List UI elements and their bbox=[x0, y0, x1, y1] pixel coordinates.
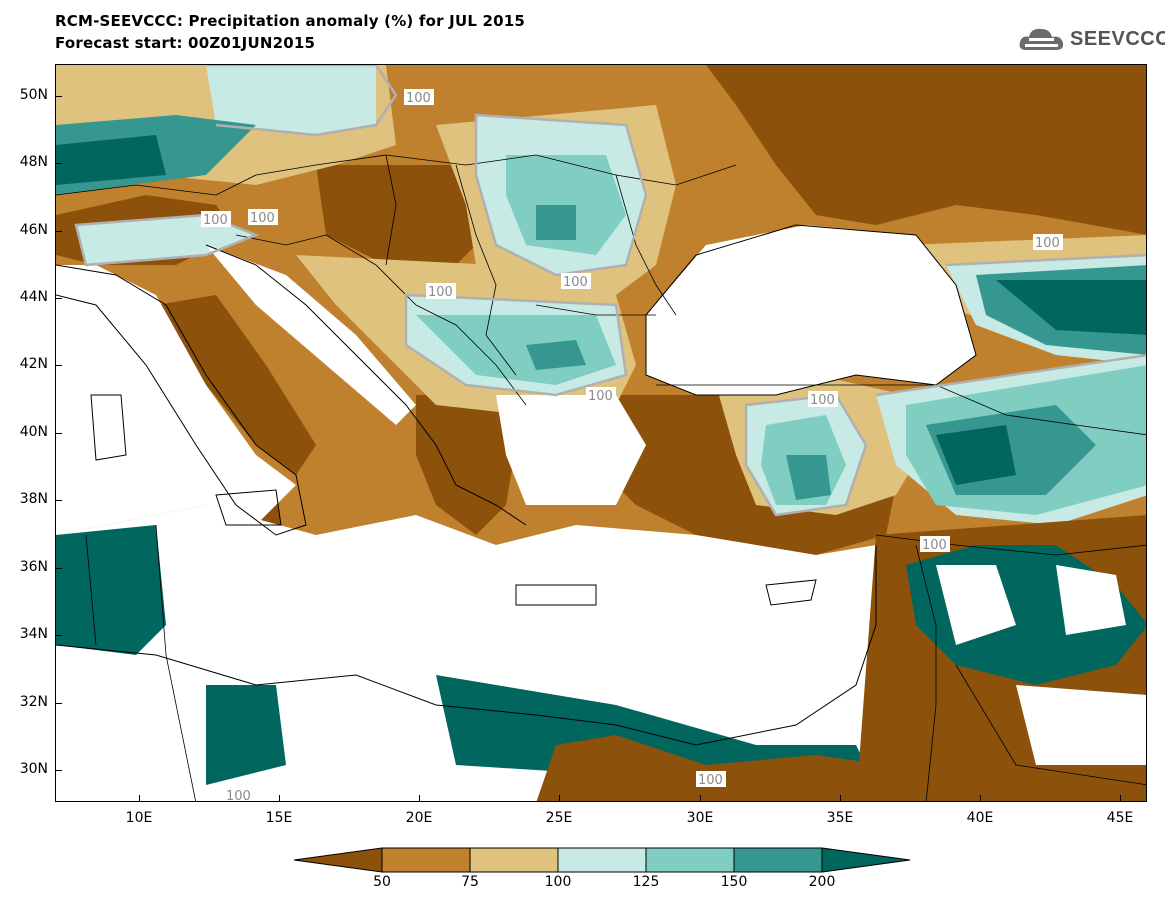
extreme-wet-zone-north-west bbox=[56, 135, 166, 185]
lat-tick bbox=[55, 365, 62, 366]
colorbar-label: 125 bbox=[632, 874, 660, 890]
aegean-sea bbox=[496, 395, 646, 505]
colorbar-label: 200 bbox=[808, 874, 836, 890]
lon-label: 45E bbox=[1106, 810, 1134, 826]
lat-tick bbox=[55, 635, 62, 636]
contour-label-2: 100 bbox=[203, 213, 228, 228]
contour-label-8: 100 bbox=[1035, 236, 1060, 251]
contour-label-10: 100 bbox=[698, 773, 723, 788]
contour-label-11: 100 bbox=[226, 789, 251, 802]
lon-tick bbox=[559, 795, 560, 802]
lon-label: 25E bbox=[545, 810, 573, 826]
lat-label: 48N bbox=[19, 154, 48, 170]
lat-tick bbox=[55, 96, 62, 97]
anomaly-map: 100 100 100 100 100 100 100 100 100 100 … bbox=[56, 65, 1146, 802]
very-dry-zone-balkans-north bbox=[316, 165, 486, 265]
contour-label-1: 100 bbox=[406, 91, 431, 106]
colorbar-label: 150 bbox=[720, 874, 748, 890]
coastlines bbox=[56, 224, 977, 746]
colorbar-segment-50-75 bbox=[381, 847, 471, 873]
lon-label: 40E bbox=[966, 810, 994, 826]
lon-label: 20E bbox=[405, 810, 433, 826]
lat-tick bbox=[55, 568, 62, 569]
egypt-wet-band bbox=[436, 675, 866, 785]
slightly-wet-zone-poland bbox=[206, 65, 376, 135]
forecast-start-subtitle: Forecast start: 00Z01JUN2015 bbox=[55, 34, 316, 52]
lon-label: 10E bbox=[125, 810, 153, 826]
lon-tick bbox=[840, 795, 841, 802]
lon-tick bbox=[700, 795, 701, 802]
colorbar-segment-below-50 bbox=[294, 847, 383, 873]
wet-zone-serbia bbox=[416, 315, 616, 385]
lat-label: 42N bbox=[19, 356, 48, 372]
lon-label: 15E bbox=[265, 810, 293, 826]
lat-label: 46N bbox=[19, 222, 48, 238]
contour-labels: 100 100 100 100 100 100 100 100 100 100 … bbox=[201, 89, 1063, 802]
contour-label-4: 100 bbox=[563, 275, 588, 290]
colorbar-segment-125-150 bbox=[645, 847, 735, 873]
arabia-white-gaps bbox=[936, 565, 1146, 765]
country-borders bbox=[56, 154, 1146, 801]
very-wet-zone-serbia bbox=[526, 340, 586, 370]
lat-label: 38N bbox=[19, 491, 48, 507]
lat-tick bbox=[55, 163, 62, 164]
colorbar-segment-above-200 bbox=[821, 847, 911, 873]
map-title: RCM-SEEVCCC: Precipitation anomaly (%) f… bbox=[55, 12, 526, 30]
lat-tick bbox=[55, 770, 62, 771]
lon-tick bbox=[980, 795, 981, 802]
contour-label-3: 100 bbox=[250, 211, 275, 226]
lat-tick bbox=[55, 703, 62, 704]
lon-tick bbox=[279, 795, 280, 802]
very-dry-zone-russia bbox=[706, 65, 1146, 235]
cloud-logo-icon bbox=[1019, 28, 1064, 50]
lon-label: 30E bbox=[686, 810, 714, 826]
lat-tick bbox=[55, 231, 62, 232]
lat-tick bbox=[55, 298, 62, 299]
black-sea bbox=[646, 225, 976, 395]
contour-label-6: 100 bbox=[588, 389, 613, 404]
lat-label: 44N bbox=[19, 289, 48, 305]
seevccc-logo: SEEVCCC bbox=[1018, 22, 1165, 56]
contour-label-5: 100 bbox=[428, 285, 453, 300]
italy-west-sea bbox=[56, 265, 296, 535]
very-wet-zone-anatolia bbox=[786, 455, 831, 500]
libya-wet-block bbox=[206, 685, 286, 785]
very-dry-zone-italy bbox=[156, 295, 316, 475]
lat-label: 40N bbox=[19, 424, 48, 440]
extreme-wet-zone-caucasus bbox=[996, 280, 1146, 335]
colorbar-segment-150-200 bbox=[733, 847, 823, 873]
colorbar-segment-75-100 bbox=[469, 847, 559, 873]
lat-label: 34N bbox=[19, 626, 48, 642]
egypt-dry-band bbox=[536, 735, 886, 801]
contour-label-9: 100 bbox=[922, 538, 947, 553]
very-dry-zone-greece bbox=[416, 395, 516, 535]
colorbar-segment-100-125 bbox=[557, 847, 647, 873]
lat-label: 30N bbox=[19, 761, 48, 777]
logo-text: SEEVCCC bbox=[1070, 28, 1165, 50]
colorbar-label: 100 bbox=[544, 874, 572, 890]
lon-label: 35E bbox=[826, 810, 854, 826]
colorbar-label: 75 bbox=[461, 874, 479, 890]
extreme-wet-zone-east-turkey bbox=[936, 425, 1016, 485]
contour-label-7: 100 bbox=[810, 393, 835, 408]
lon-tick bbox=[1120, 795, 1121, 802]
north-africa-wet bbox=[56, 525, 166, 655]
lat-tick bbox=[55, 433, 62, 434]
adriatic-sea bbox=[206, 245, 416, 425]
lat-label: 36N bbox=[19, 559, 48, 575]
mediterranean-sea bbox=[56, 505, 876, 745]
lon-tick bbox=[419, 795, 420, 802]
lat-tick bbox=[55, 500, 62, 501]
contour-100-lines bbox=[74, 65, 1146, 517]
lat-label: 50N bbox=[19, 87, 48, 103]
lat-label: 32N bbox=[19, 694, 48, 710]
map-area: 100 100 100 100 100 100 100 100 100 100 … bbox=[55, 64, 1147, 802]
colorbar-label: 50 bbox=[373, 874, 391, 890]
very-wet-zone-ukraine bbox=[536, 205, 576, 240]
lon-tick bbox=[139, 795, 140, 802]
colorbar bbox=[294, 847, 911, 873]
